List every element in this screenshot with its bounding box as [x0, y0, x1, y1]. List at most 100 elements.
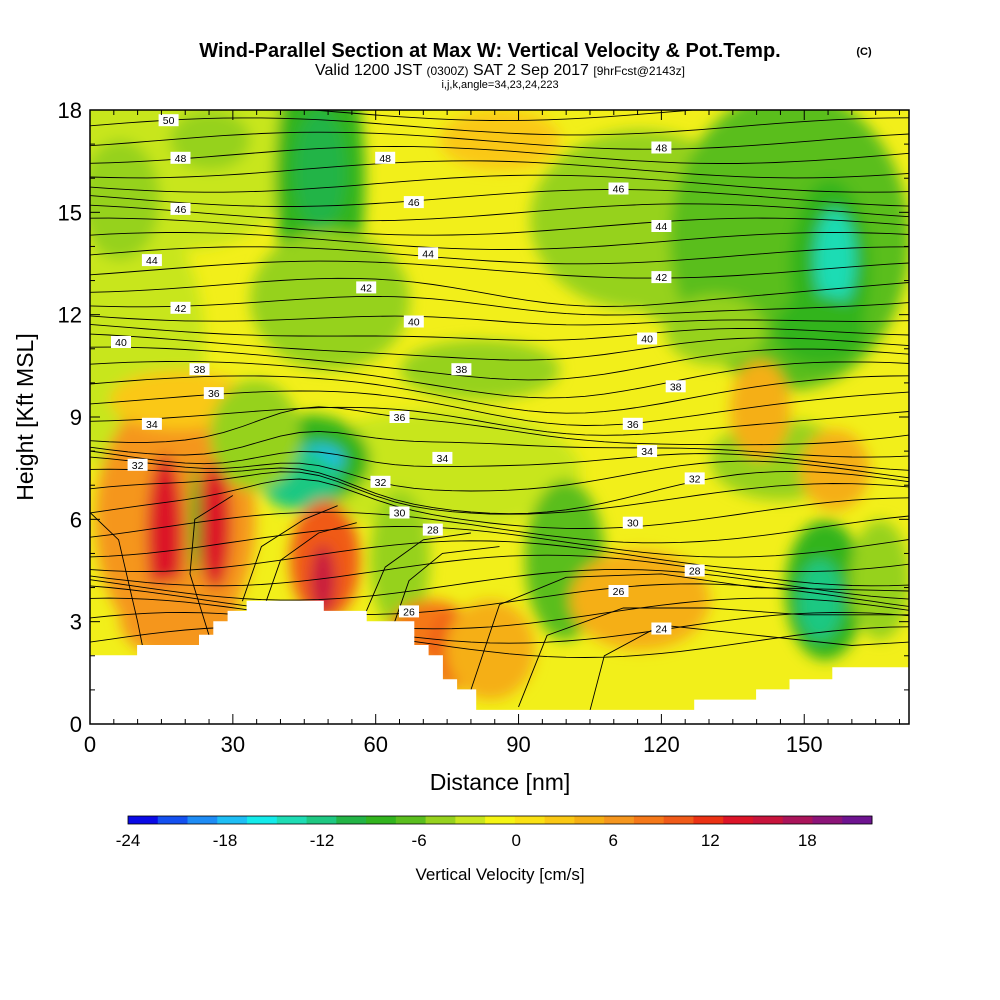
- contour-label: 48: [379, 153, 391, 165]
- contour-label-box: [170, 151, 191, 164]
- colorbar-tick-label: 6: [608, 831, 617, 850]
- chart-title: Wind-Parallel Section at Max W: Vertical…: [199, 40, 780, 62]
- theta-contour-line: [90, 406, 909, 446]
- colorbar-swatch: [425, 816, 456, 824]
- theta-contour-line: [90, 406, 909, 436]
- theta-contour-line: [90, 189, 909, 207]
- contour-label: 44: [146, 255, 158, 267]
- colorbar-swatch: [693, 816, 724, 824]
- velocity-cell: [730, 360, 790, 460]
- velocity-cell: [295, 110, 345, 230]
- contour-label: 42: [360, 282, 372, 294]
- theta-contour-line: [90, 554, 909, 587]
- contour-label: 32: [375, 477, 387, 489]
- velocity-cell: [440, 110, 560, 170]
- theta-contour-line: [90, 569, 909, 601]
- colorbar-tick-label: 0: [511, 831, 520, 850]
- contour-label-box: [432, 451, 453, 464]
- contour-label: 32: [689, 473, 701, 485]
- contour-label-box: [375, 151, 396, 164]
- theta-contour-line: [365, 532, 471, 612]
- contour-label: 30: [394, 508, 406, 520]
- theta-contour-line: [90, 478, 909, 529]
- contour-label-box: [665, 380, 686, 393]
- contour-label-box: [622, 417, 643, 430]
- theta-contour-line: [90, 246, 909, 265]
- contour-label: 32: [132, 460, 144, 472]
- x-axis-label: Distance [nm]: [430, 769, 571, 795]
- y-tick-label: 9: [70, 405, 82, 430]
- chart-subtitle: Valid 1200 JST (0300Z) SAT 2 Sep 2017 [9…: [315, 62, 685, 79]
- colorbar-swatch: [842, 816, 873, 824]
- x-tick-label: 60: [363, 732, 387, 757]
- x-tick-label: 120: [643, 732, 680, 757]
- theta-contour-line: [90, 131, 909, 150]
- theta-contour-line: [90, 526, 909, 558]
- contour-label: 46: [175, 204, 187, 216]
- theta-contour-line: [90, 277, 909, 307]
- velocity-cell: [199, 460, 231, 590]
- contour-label-box: [111, 336, 131, 348]
- theta-contour-line: [90, 346, 909, 381]
- colorbar-swatch: [217, 816, 248, 824]
- colorbar-tick-label: 12: [701, 831, 720, 850]
- contour-label: 36: [394, 412, 406, 424]
- contour-label: 28: [427, 525, 439, 537]
- contour-label-box: [170, 301, 191, 314]
- colorbar-swatch: [247, 816, 278, 824]
- colorbar-tick-label: 18: [798, 831, 817, 850]
- contour-label: 38: [456, 364, 468, 376]
- theta-contour-line: [589, 624, 909, 711]
- contour-label: 26: [403, 606, 415, 618]
- theta-contour-line: [189, 495, 234, 636]
- contour-label: 42: [656, 272, 668, 284]
- contour-label: 34: [437, 453, 449, 465]
- colorbar-label: Vertical Velocity [cm/s]: [415, 865, 584, 884]
- contour-label-box: [651, 622, 672, 635]
- theta-contour-line: [90, 146, 909, 164]
- contour-label-box: [684, 472, 705, 485]
- contour-label-box: [356, 281, 377, 294]
- theta-contour-line: [394, 546, 500, 622]
- contour-label-box: [389, 411, 410, 423]
- forecast-info: [9hrFcst@2143z]: [593, 64, 685, 78]
- velocity-cell: [147, 455, 183, 615]
- colorbar-swatch: [604, 816, 635, 824]
- velocity-cell: [210, 380, 300, 490]
- contour-label: 40: [115, 337, 127, 349]
- contour-label-box: [127, 458, 148, 471]
- velocity-field: [90, 110, 909, 700]
- contour-label: 36: [627, 419, 639, 431]
- terrain-mask: [90, 600, 909, 724]
- contour-label: 46: [408, 197, 420, 209]
- velocity-cell: [800, 430, 870, 510]
- contour-label-box: [189, 363, 210, 376]
- colorbar-swatch: [514, 816, 546, 824]
- velocity-cell: [250, 230, 410, 370]
- contour-label: 46: [613, 184, 625, 196]
- valid-utc: (0300Z): [427, 64, 469, 78]
- theta-contour-line: [90, 232, 909, 250]
- contour-label: 34: [146, 419, 158, 431]
- contour-label: 40: [641, 334, 653, 346]
- contour-label: 34: [641, 446, 653, 458]
- x-axis: 0 30 60 90 120 150: [84, 110, 900, 757]
- x-tick-label: 0: [84, 732, 96, 757]
- theta-contour-line: [90, 315, 909, 326]
- colorbar-swatch: [633, 816, 665, 824]
- colorbar: -24 -18 -12 -6 0 6 12 18: [116, 815, 873, 850]
- contour-label-box: [158, 114, 179, 127]
- contour-label-box: [637, 332, 658, 345]
- contour-label: 48: [175, 153, 187, 165]
- y-tick-label: 0: [70, 712, 82, 737]
- contour-label-box: [370, 475, 391, 488]
- contour-label-box: [399, 605, 419, 618]
- y-tick-label: 18: [58, 98, 82, 123]
- theta-contour-line: [90, 511, 909, 544]
- colorbar-swatch: [782, 816, 813, 824]
- theta-contour-line: [518, 607, 909, 708]
- theta-contour-line: [90, 540, 909, 572]
- velocity-cell: [775, 295, 865, 365]
- contour-label-box: [608, 585, 629, 597]
